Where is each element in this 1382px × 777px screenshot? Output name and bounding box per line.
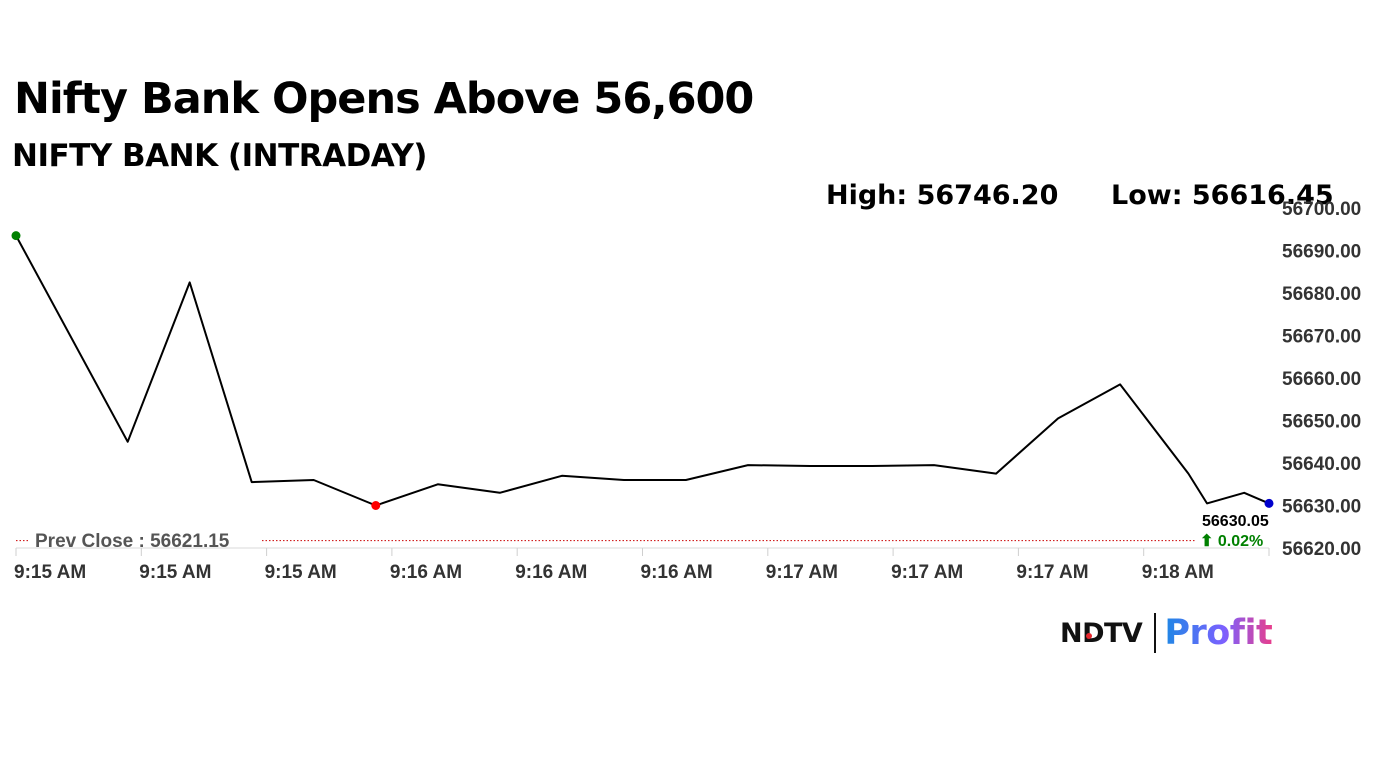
x-tick-label: 9:17 AM [891, 562, 963, 583]
prev-close-label: Prev Close : 56621.15 [35, 531, 230, 552]
price-line [15, 235, 1270, 507]
change-percent-label: ⬆ 0.02% [1200, 533, 1263, 550]
x-tick-label: 9:17 AM [766, 562, 838, 583]
marker-last [1264, 498, 1274, 508]
x-tick-label: 9:17 AM [1016, 562, 1088, 583]
ndtv-profit-logo: NDTV Profit [1060, 612, 1273, 654]
marker-day-low [371, 501, 381, 510]
y-tick-label: 56650.00 [1282, 412, 1361, 433]
y-tick-label: 56630.00 [1282, 497, 1361, 518]
logo-profit-text: Profit [1164, 613, 1273, 653]
y-tick-label: 56620.00 [1282, 539, 1361, 560]
last-value-label: 56630.05 [1202, 513, 1269, 530]
x-tick-label: 9:15 AM [265, 562, 337, 583]
low-value: Low: 56616.45 [1111, 180, 1334, 211]
logo-ndtv-label: NDTV [1060, 617, 1143, 649]
x-tick-label: 9:16 AM [641, 562, 713, 583]
y-tick-label: 56670.00 [1282, 327, 1361, 348]
chart-subtitle: NIFTY BANK (INTRADAY) [12, 138, 427, 174]
x-tick-label: 9:18 AM [1142, 562, 1214, 583]
high-value: High: 56746.20 [826, 180, 1059, 211]
y-tick-label: 56700.00 [1282, 199, 1361, 220]
logo-divider [1154, 613, 1157, 653]
logo-ndtv-text: NDTV [1060, 617, 1143, 649]
x-tick-label: 9:16 AM [390, 562, 462, 583]
marker-open [11, 231, 21, 241]
y-tick-label: 56680.00 [1282, 284, 1361, 305]
y-tick-label: 56640.00 [1282, 454, 1361, 475]
y-tick-label: 56660.00 [1282, 369, 1361, 390]
headline: Nifty Bank Opens Above 56,600 [14, 74, 754, 124]
y-tick-label: 56690.00 [1282, 242, 1361, 263]
x-tick-label: 9:15 AM [14, 562, 86, 583]
logo-red-dot [1086, 632, 1092, 639]
x-tick-label: 9:15 AM [139, 562, 211, 583]
intraday-line-chart: Prev Close : 56621.15 9:15 AM 9:15 AM 9:15 … [11, 199, 1361, 583]
x-tick-label: 9:16 AM [515, 562, 587, 583]
